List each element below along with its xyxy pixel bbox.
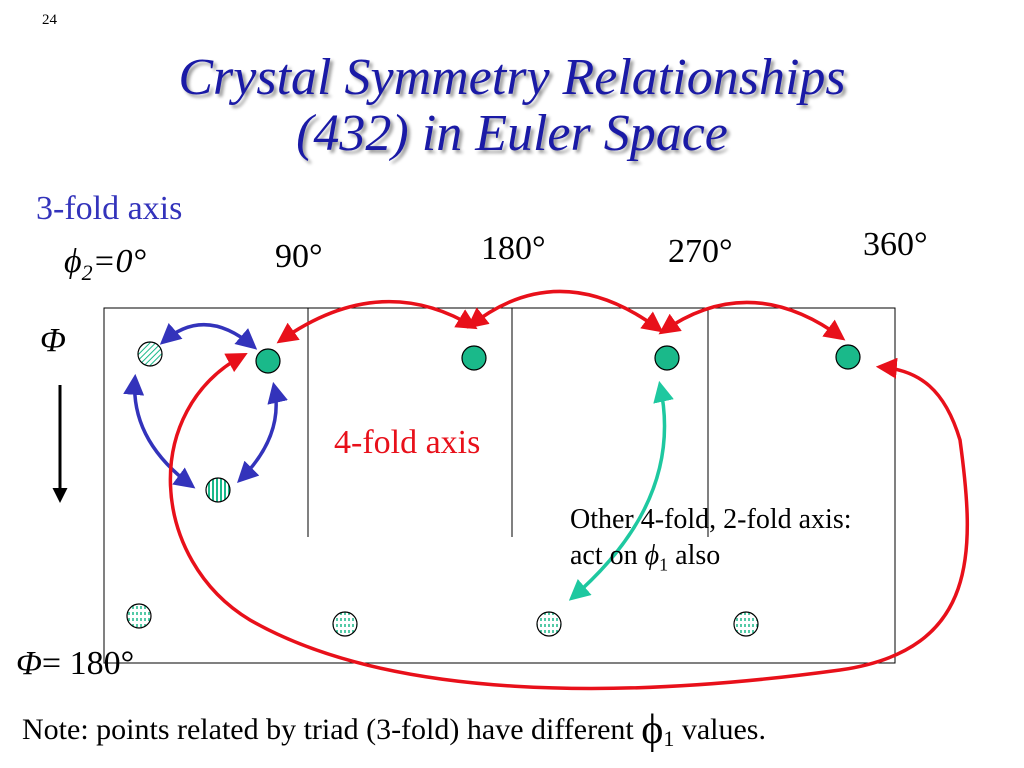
- label-360-deg: 360°: [863, 226, 928, 263]
- note-sub: 1: [663, 726, 675, 751]
- note-phi: ϕ: [641, 707, 664, 753]
- phi2-subscript: 2: [81, 259, 93, 285]
- point-bottom-3: [536, 611, 562, 637]
- three-fold-axis-label: 3-fold axis: [36, 190, 183, 227]
- point-bottom-1: [126, 603, 152, 629]
- note-text: Note: points related by triad (3-fold) h…: [22, 702, 766, 753]
- four-fold-arrow-180-270: [658, 300, 846, 341]
- other-axis-label: Other 4-fold, 2-fold axis: act on ϕ1 als…: [570, 502, 852, 583]
- slide-number: 24: [42, 12, 57, 28]
- point-phi1-270: [835, 344, 861, 370]
- note-suffix: values.: [674, 713, 766, 746]
- point-phi1-0: [255, 348, 281, 374]
- other-axis-sub: 1: [659, 554, 669, 575]
- title-line-1: Crystal Symmetry Relationships: [178, 49, 846, 106]
- point-phi1-90: [461, 345, 487, 371]
- point-bottom-4: [733, 611, 759, 637]
- label-270-deg: 270°: [668, 233, 733, 270]
- three-fold-arrow-right: [237, 381, 288, 483]
- other-axis-line-1: Other 4-fold, 2-fold axis:: [570, 504, 852, 535]
- phi2-symbol: ϕ: [64, 243, 82, 280]
- point-bottom-2: [332, 611, 358, 637]
- label-90-deg: 90°: [275, 238, 323, 275]
- phi2-value: =0°: [92, 243, 147, 280]
- other-axis-prefix: act on: [570, 540, 645, 571]
- three-fold-arrow-left: [123, 373, 196, 489]
- four-fold-arrow-90-180: [466, 289, 664, 333]
- slide-title: Crystal Symmetry Relationships (432) in …: [0, 50, 1024, 162]
- other-axis-arrow: [568, 380, 674, 601]
- Phi-end-value: = 180°: [41, 645, 135, 682]
- other-axis-phi: ϕ: [644, 540, 660, 571]
- four-fold-axis-label: 4-fold axis: [334, 424, 481, 461]
- four-fold-arrow-0-90: [276, 299, 478, 344]
- phi2-label: ϕ2=0°: [64, 243, 146, 286]
- four-fold-arrow-wrap: [168, 353, 970, 691]
- three-fold-arrow-top: [159, 322, 258, 350]
- other-axis-line-2: act on ϕ1 also: [570, 538, 852, 583]
- point-vert-hatched: [205, 477, 231, 503]
- Phi-label: Φ: [40, 322, 66, 359]
- label-180-deg: 180°: [481, 230, 546, 267]
- title-line-2: (432) in Euler Space: [296, 105, 728, 162]
- Phi-end-symbol: Φ: [16, 645, 42, 682]
- other-axis-suffix: also: [668, 540, 721, 571]
- point-phi1-180: [654, 345, 680, 371]
- point-diag-hatched: [137, 341, 163, 367]
- note-prefix: Note: points related by triad (3-fold) h…: [22, 713, 642, 746]
- Phi-180-label: Φ= 180°: [16, 645, 134, 683]
